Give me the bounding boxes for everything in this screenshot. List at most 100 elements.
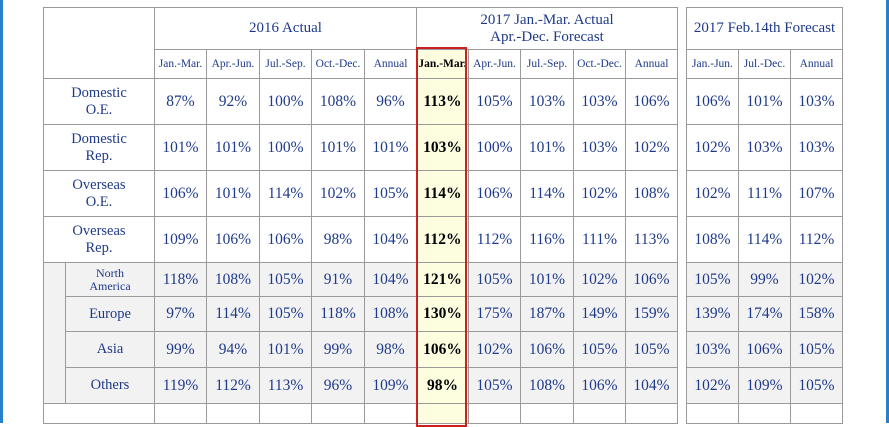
table-cell: 106% xyxy=(259,216,312,263)
highlighted-cell: 121% xyxy=(416,262,469,297)
table-cell: 106% xyxy=(625,262,678,297)
table-cell: 99% xyxy=(311,331,365,368)
table-row: Europe 97% 114% 105% 118% 108% 130% 175%… xyxy=(44,296,843,332)
table-cell: 119% xyxy=(154,367,207,404)
table-row-partial xyxy=(43,403,843,424)
table-cell: 106% xyxy=(738,331,791,368)
table-cell: 116% xyxy=(520,216,574,263)
table-cell: 105% xyxy=(573,331,626,368)
table-cell: 106% xyxy=(573,367,626,404)
table-cell: 92% xyxy=(206,78,260,125)
table-cell: 103% xyxy=(738,124,791,171)
table-cell: 102% xyxy=(573,262,626,297)
table-cell: 108% xyxy=(625,170,678,217)
table-cell: 112% xyxy=(468,216,521,263)
table-cell: 102% xyxy=(468,331,521,368)
sales-comparison-table: 2016 Actual 2017 Jan.-Mar. Actual Apr.-D… xyxy=(43,7,843,424)
column-gap xyxy=(677,7,687,424)
table-cell: 102% xyxy=(686,170,739,217)
group-header-forecast: 2017 Feb.14th Forecast xyxy=(686,7,843,50)
highlighted-cell: 98% xyxy=(416,367,469,404)
table-cell: 159% xyxy=(625,296,678,332)
table-cell: 108% xyxy=(311,78,365,125)
table-row: Overseas Rep. 109% 106% 106% 98% 104% 112… xyxy=(43,216,843,263)
group-header-2017-line1: 2017 Jan.-Mar. Actual xyxy=(480,11,614,28)
table-cell: 103% xyxy=(520,78,574,125)
table-cell: 174% xyxy=(738,296,791,332)
table-cell: 103% xyxy=(790,78,843,125)
table-cell: 105% xyxy=(790,331,843,368)
table-cell: 105% xyxy=(259,296,312,332)
table-cell: 101% xyxy=(206,124,260,171)
row-label: Domestic O.E. xyxy=(43,78,155,125)
table-cell: 99% xyxy=(154,331,207,368)
table-cell: 103% xyxy=(790,124,843,171)
table-cell: 105% xyxy=(364,170,417,217)
table-cell: 175% xyxy=(468,296,521,332)
table-cell-partial xyxy=(43,403,155,424)
table-cell: 96% xyxy=(311,367,365,404)
table-cell: 101% xyxy=(311,124,365,171)
subheader-2017-annual: Annual xyxy=(625,49,678,79)
subheader-2017-apr-jun: Apr.-Jun. xyxy=(468,49,521,79)
table-cell: 102% xyxy=(686,124,739,171)
table-cell: 102% xyxy=(790,262,843,297)
table-cell: 107% xyxy=(790,170,843,217)
table-cell: 105% xyxy=(625,331,678,368)
table-cell: 101% xyxy=(364,124,417,171)
table-row: Overseas O.E. 106% 101% 114% 102% 105% 11… xyxy=(43,170,843,217)
table-cell: 109% xyxy=(364,367,417,404)
table-cell: 109% xyxy=(738,367,791,404)
table-cell: 97% xyxy=(154,296,207,332)
subheader-2016-oct-dec: Oct.-Dec. xyxy=(311,49,365,79)
row-label: Overseas Rep. xyxy=(43,216,155,263)
subheader-2016-jan-mar: Jan.-Mar. xyxy=(154,49,207,79)
subheader-2017-jan-mar: Jan.-Mar. xyxy=(416,49,469,79)
table-cell: 103% xyxy=(573,78,626,125)
table-cell: 114% xyxy=(520,170,574,217)
table-cell: 98% xyxy=(364,331,417,368)
table-row: Asia 99% 94% 101% 99% 98% 106% 102% 106%… xyxy=(44,331,843,368)
row-label: Asia xyxy=(65,331,155,368)
subheader-forecast-annual: Annual xyxy=(790,49,843,79)
table-row: North America 118% 108% 105% 91% 104% 121… xyxy=(43,262,843,404)
row-label: Europe xyxy=(65,296,155,332)
table-cell: 149% xyxy=(573,296,626,332)
table-cell: 106% xyxy=(468,170,521,217)
table-cell: 106% xyxy=(686,78,739,125)
highlighted-cell: 114% xyxy=(416,170,469,217)
table-cell: 106% xyxy=(625,78,678,125)
table-cell: 101% xyxy=(259,331,312,368)
highlighted-cell: 106% xyxy=(416,331,469,368)
table-cell: 113% xyxy=(259,367,312,404)
table-cell: 108% xyxy=(520,367,574,404)
sub-header-row: Jan.-Mar. Apr.-Jun. Jul.-Sep. Oct.-Dec. … xyxy=(44,49,843,79)
table-cell: 105% xyxy=(259,262,312,297)
table-cell: 105% xyxy=(686,262,739,297)
subheader-2016-annual: Annual xyxy=(364,49,417,79)
table-cell: 112% xyxy=(790,216,843,263)
table-cell: 105% xyxy=(468,262,521,297)
table-cell: 114% xyxy=(259,170,312,217)
table-cell: 100% xyxy=(259,124,312,171)
table-row: Others 119% 112% 113% 96% 109% 98% 105% … xyxy=(44,367,843,404)
highlighted-cell: 112% xyxy=(416,216,469,263)
table-cell: 98% xyxy=(311,216,365,263)
subheader-2017-oct-dec: Oct.-Dec. xyxy=(573,49,626,79)
table-cell: 102% xyxy=(311,170,365,217)
table-cell: 114% xyxy=(738,216,791,263)
table-cell: 114% xyxy=(206,296,260,332)
table-cell: 108% xyxy=(364,296,417,332)
table-cell: 100% xyxy=(468,124,521,171)
table-cell: 104% xyxy=(364,216,417,263)
subheader-2016-jul-sep: Jul.-Sep. xyxy=(259,49,312,79)
table-cell: 91% xyxy=(311,262,365,297)
group-header-2016: 2016 Actual xyxy=(154,7,417,50)
window-left-border xyxy=(0,0,3,423)
table-cell: 104% xyxy=(625,367,678,404)
window-right-border xyxy=(886,0,889,423)
table-cell: 108% xyxy=(686,216,739,263)
highlighted-cell: 103% xyxy=(416,124,469,171)
table-cell: 111% xyxy=(573,216,626,263)
table-cell: 101% xyxy=(206,170,260,217)
